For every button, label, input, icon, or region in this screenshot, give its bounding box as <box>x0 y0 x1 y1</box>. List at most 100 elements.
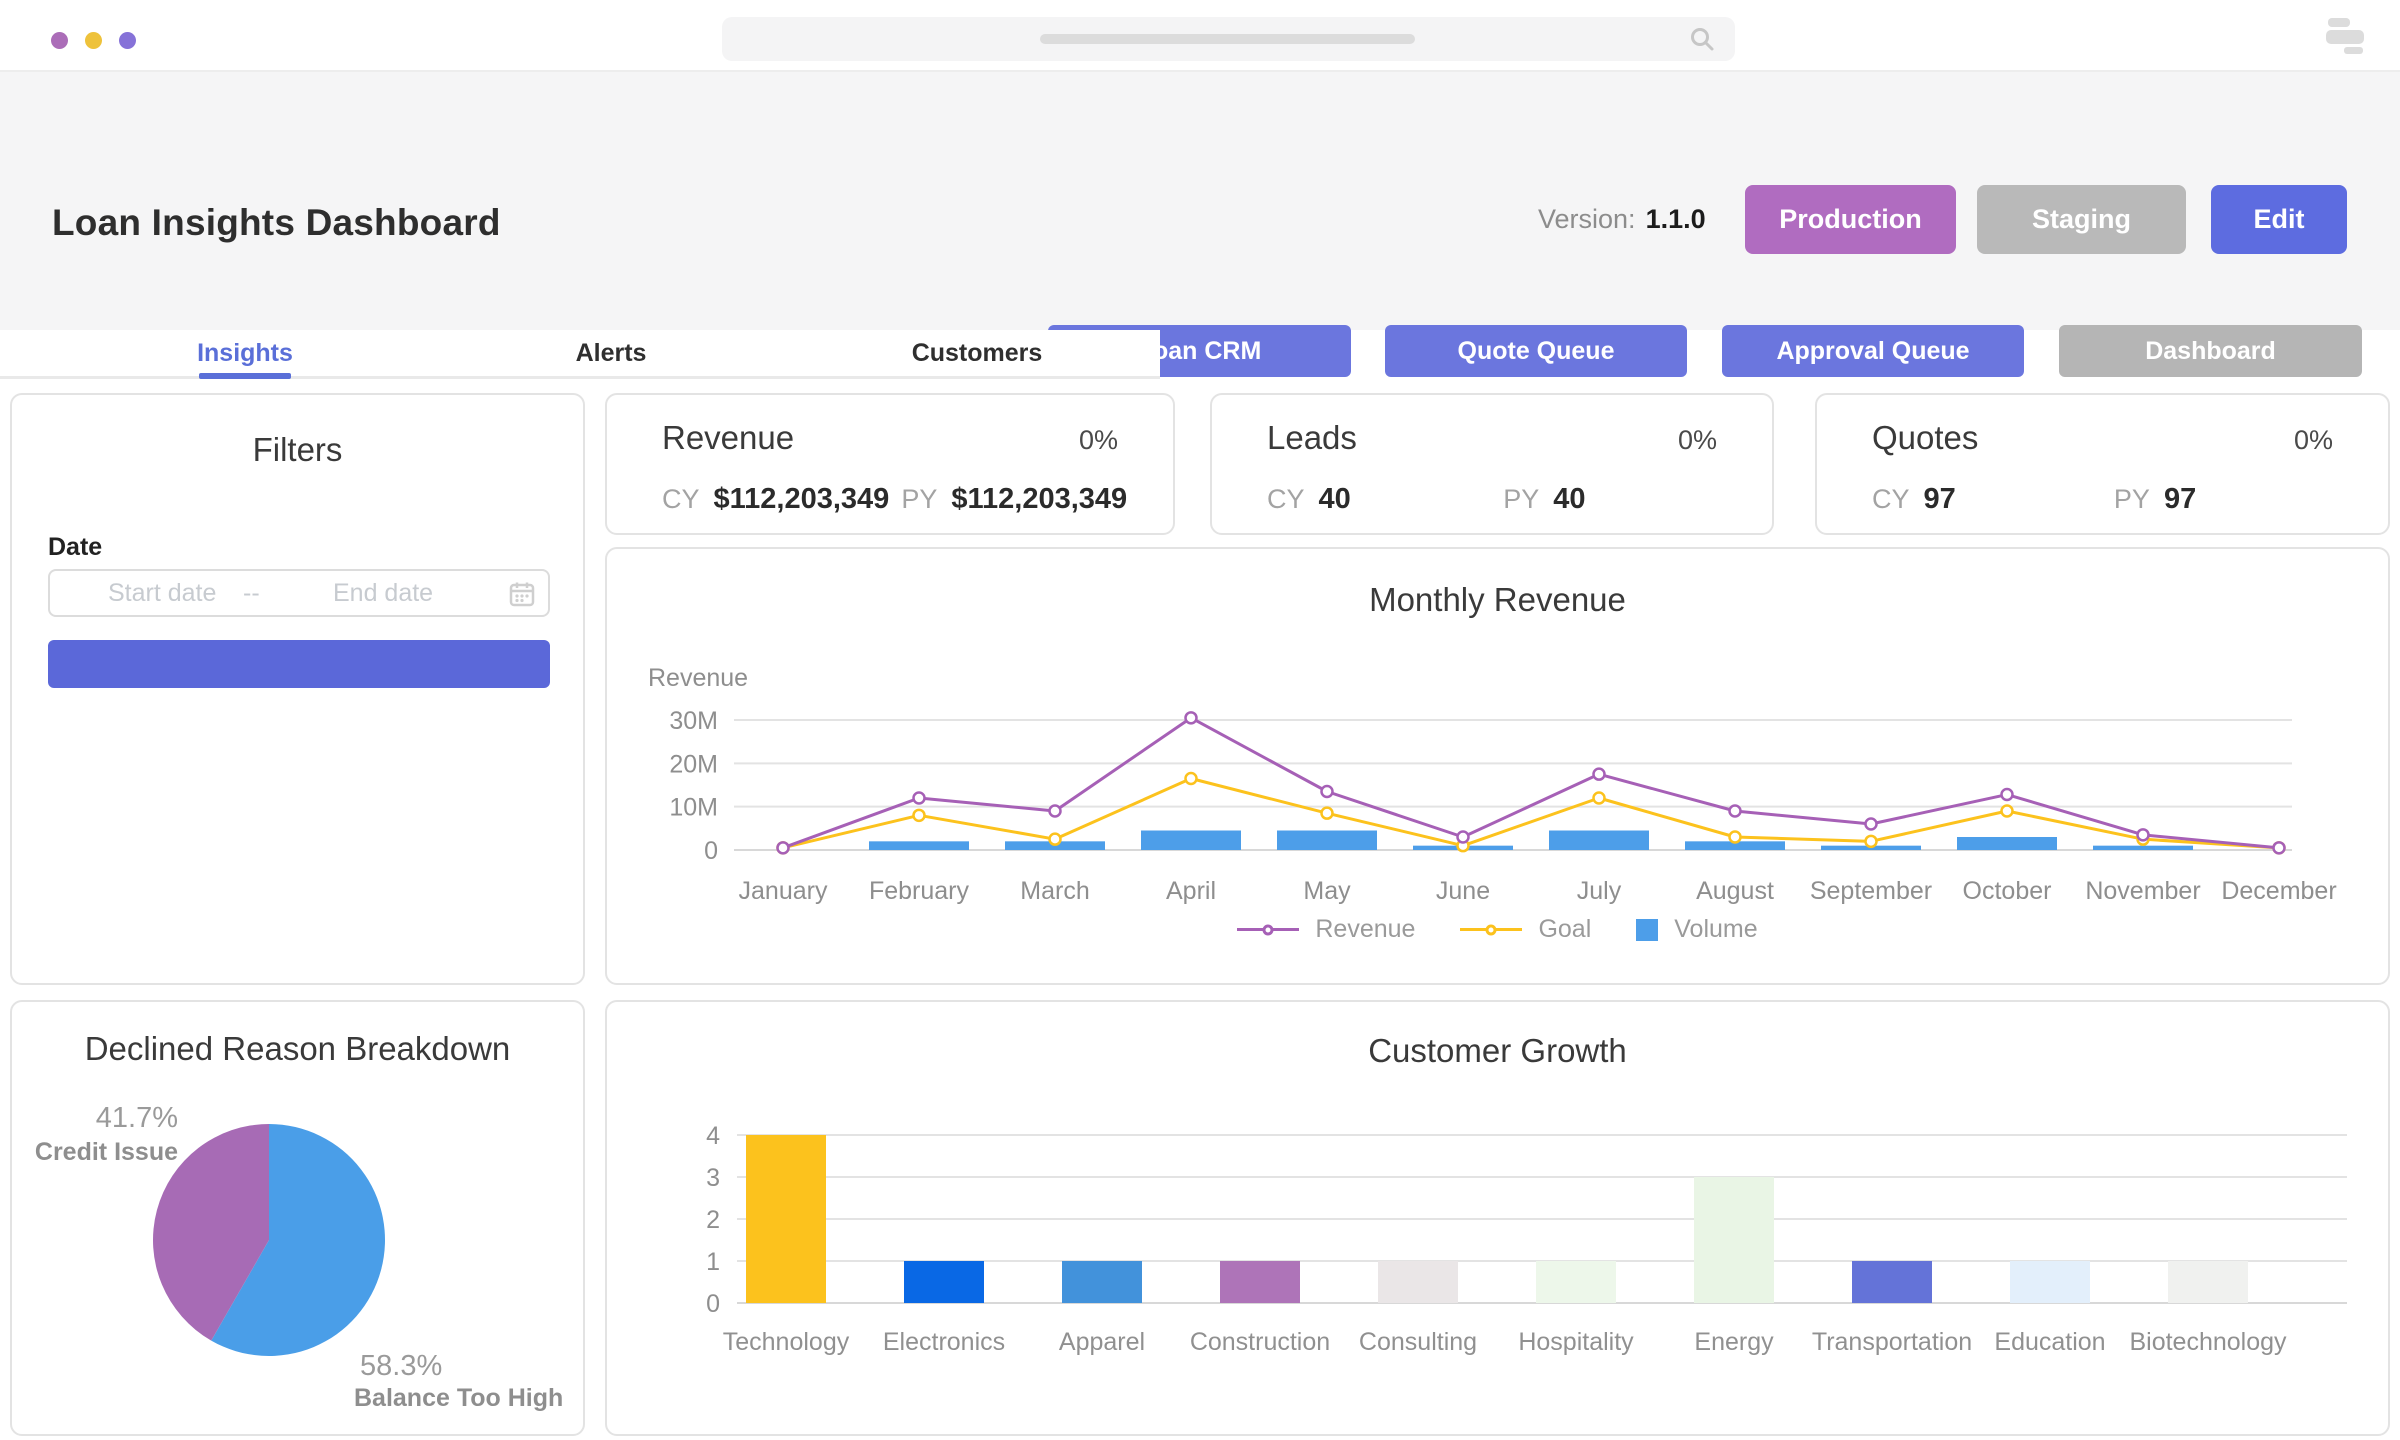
svg-text:July: July <box>1577 877 1622 905</box>
browser-topbar <box>0 0 2400 72</box>
svg-text:April: April <box>1166 877 1216 905</box>
tab-bar: Insights Alerts Customers <box>0 330 1160 379</box>
svg-text:10M: 10M <box>669 794 718 822</box>
window-control-icon[interactable] <box>51 32 68 49</box>
monthly-revenue-chart: Revenue 0 10M 20M 30M January February March Apr… <box>648 664 2337 905</box>
kpi-title: Leads <box>1267 419 1357 456</box>
svg-text:0: 0 <box>704 837 718 865</box>
py-label: PY <box>1503 484 1540 514</box>
svg-text:Technology: Technology <box>723 1328 850 1356</box>
customer-growth-card: Customer Growth 0 1 2 3 4 Technology Electroni… <box>605 1000 2390 1436</box>
version-label: Version: <box>1538 204 1636 234</box>
address-search-input[interactable] <box>722 17 1735 61</box>
svg-text:Hospitality: Hospitality <box>1518 1328 1634 1356</box>
kpi-delta-badge: 0% <box>1677 425 1717 455</box>
production-button[interactable]: Production <box>1745 185 1956 254</box>
monthly-revenue-title: Monthly Revenue <box>1369 581 1626 618</box>
pie-slice-label: Credit Issue <box>34 1138 178 1166</box>
svg-text:Consulting: Consulting <box>1359 1328 1477 1356</box>
declined-reason-pie-chart <box>152 1124 385 1356</box>
svg-text:Education: Education <box>1994 1328 2105 1356</box>
svg-text:Construction: Construction <box>1190 1328 1330 1356</box>
kpi-card-quotes: Quotes 0% CY 97 PY 97 <box>1815 393 2390 535</box>
cy-label: CY <box>1872 484 1910 514</box>
svg-text:November: November <box>2085 877 2200 905</box>
svg-text:Transportation: Transportation <box>1812 1328 1972 1356</box>
legend-item-revenue[interactable]: Revenue <box>1237 915 1415 944</box>
start-date-placeholder: Start date <box>108 578 217 607</box>
tab-customers[interactable]: Customers <box>911 338 1043 367</box>
kpi-title: Revenue <box>662 419 795 456</box>
cy-value: 40 <box>1318 483 1351 515</box>
svg-text:Revenue: Revenue <box>648 664 748 692</box>
py-value: 40 <box>1553 483 1586 515</box>
search-icon <box>1689 26 1715 57</box>
page-title: Loan Insights Dashboard <box>52 202 501 243</box>
version-value: 1.1.0 <box>1645 204 1706 234</box>
py-label: PY <box>2113 484 2150 514</box>
svg-text:20M: 20M <box>669 750 718 778</box>
nav-approval-queue-button[interactable]: Approval Queue <box>1722 325 2024 377</box>
search-placeholder-bar <box>1040 34 1415 44</box>
svg-text:December: December <box>2221 877 2336 905</box>
chart-legend: Revenue Goal Volume <box>607 915 2388 944</box>
window-control-icon[interactable] <box>85 32 102 49</box>
tab-alerts[interactable]: Alerts <box>575 338 647 367</box>
py-label: PY <box>901 484 938 514</box>
nav-dashboard-button[interactable]: Dashboard <box>2059 325 2362 377</box>
svg-text:4: 4 <box>706 1122 720 1150</box>
filters-title: Filters <box>252 431 343 468</box>
cy-label: CY <box>662 484 700 514</box>
svg-text:January: January <box>739 877 828 905</box>
date-range-input[interactable]: Start date -- End date <box>48 569 550 617</box>
svg-text:0: 0 <box>706 1290 720 1318</box>
py-value: $112,203,349 <box>951 483 1128 515</box>
monthly-revenue-card: Monthly Revenue Revenue 0 10M 20M 30M January… <box>605 547 2390 985</box>
apply-filters-button[interactable] <box>48 640 550 688</box>
kpi-title: Quotes <box>1872 419 1979 456</box>
pie-slice-percent: 41.7% <box>95 1102 178 1134</box>
svg-text:March: March <box>1020 877 1089 905</box>
svg-text:Energy: Energy <box>1694 1328 1774 1356</box>
calendar-icon[interactable] <box>508 580 536 613</box>
legend-item-goal[interactable]: Goal <box>1460 915 1591 944</box>
svg-text:September: September <box>1810 877 1932 905</box>
active-tab-underline <box>199 373 291 379</box>
kpi-delta-badge: 0% <box>1078 425 1118 455</box>
kpi-card-leads: Leads 0% CY 40 PY 40 <box>1210 393 1774 535</box>
end-date-placeholder: End date <box>333 578 434 607</box>
legend-item-volume[interactable]: Volume <box>1636 915 1758 944</box>
pie-slice-percent: 58.3% <box>360 1350 443 1382</box>
cy-label: CY <box>1267 484 1305 514</box>
svg-text:2: 2 <box>706 1206 720 1234</box>
svg-text:June: June <box>1436 877 1490 905</box>
tab-insights[interactable]: Insights <box>62 330 428 379</box>
dashboard-header: Loan Insights Dashboard Version: 1.1.0 P… <box>0 72 2400 377</box>
customer-growth-bar-chart: 0 1 2 3 4 Technology Electronics Apparel Constru… <box>706 1122 2347 1356</box>
py-value: 97 <box>2163 483 2197 515</box>
svg-text:May: May <box>1303 877 1351 905</box>
svg-text:3: 3 <box>706 1164 720 1192</box>
svg-text:August: August <box>1696 877 1774 905</box>
window-control-icon[interactable] <box>119 32 136 49</box>
staging-button[interactable]: Staging <box>1977 185 2186 254</box>
declined-reason-card: Declined Reason Breakdown 41.7% Credit I… <box>10 1000 585 1436</box>
svg-text:Biotechnology: Biotechnology <box>2129 1328 2287 1356</box>
svg-text:30M: 30M <box>669 707 718 735</box>
declined-reason-title: Declined Reason Breakdown <box>84 1030 511 1067</box>
nav-quote-queue-button[interactable]: Quote Queue <box>1385 325 1687 377</box>
filters-panel: Filters Date Start date -- End date <box>10 393 585 985</box>
cy-value: $112,203,349 <box>713 483 890 515</box>
svg-text:Electronics: Electronics <box>883 1328 1005 1356</box>
kpi-delta-badge: 0% <box>2293 425 2333 455</box>
edit-button[interactable]: Edit <box>2211 185 2347 254</box>
svg-text:February: February <box>869 877 970 905</box>
svg-text:Apparel: Apparel <box>1059 1328 1145 1356</box>
svg-text:October: October <box>1963 877 2052 905</box>
kpi-card-revenue: Revenue 0% CY $112,203,349 PY $112,203,349 <box>605 393 1175 535</box>
svg-text:1: 1 <box>706 1248 720 1276</box>
customer-growth-title: Customer Growth <box>1368 1032 1627 1069</box>
browser-menu-icon[interactable] <box>2326 18 2366 54</box>
date-separator: -- <box>243 578 260 607</box>
